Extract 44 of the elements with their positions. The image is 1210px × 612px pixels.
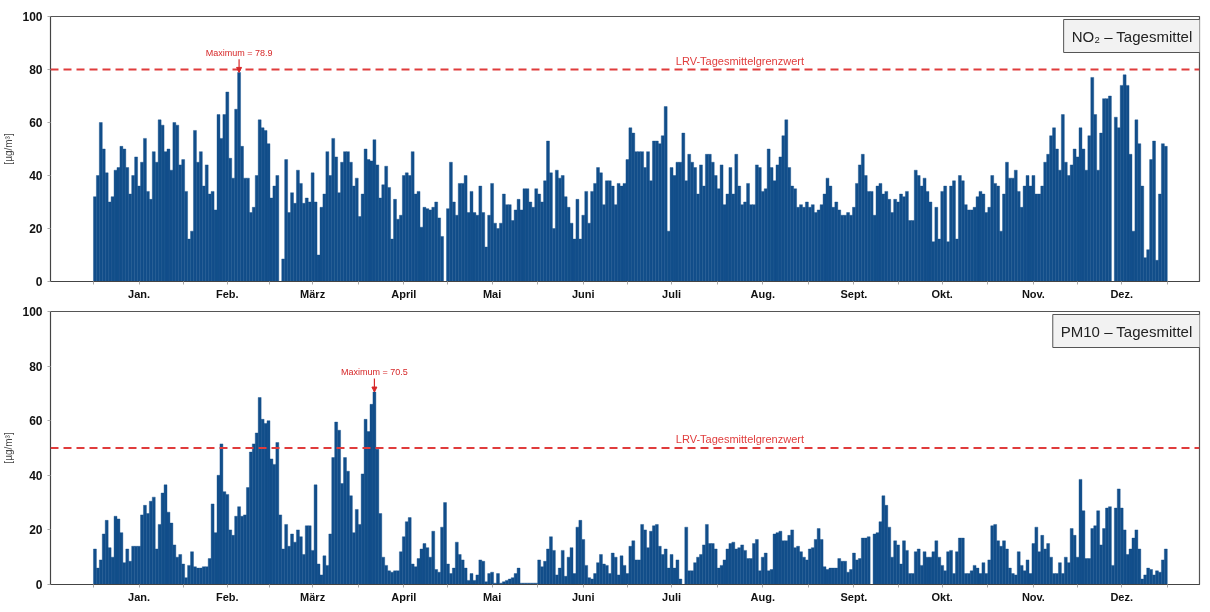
x-tick-label: Nov. [1021, 287, 1045, 300]
x-tick-label: Sept. [840, 287, 868, 300]
x-tick-label: Mai [482, 590, 502, 603]
x-tick-label: Juni [571, 590, 595, 603]
text: PM10 – Tagesmittel [1060, 322, 1193, 340]
x-tick-label: Feb. [216, 590, 239, 603]
x-tick-label: Jan. [128, 287, 151, 300]
x-tick-label: Jan. [128, 590, 151, 603]
annotation: Maximum = 78.9 [205, 48, 273, 59]
x-tick-label: Okt. [931, 287, 953, 300]
x-tick-label: April [391, 590, 417, 603]
x-tick-label: Dez. [1110, 590, 1133, 603]
x-tick-label: Nov. [1021, 590, 1045, 603]
x-tick-label: März [300, 287, 326, 300]
ref-line-label: LRV-Tagesmittelgrenzwert [675, 54, 804, 67]
x-tick-label: Sept. [840, 590, 868, 603]
y-tick-label: 60 [29, 116, 43, 130]
x-tick-label: Aug. [750, 287, 775, 300]
x-tick-label: Okt. [931, 590, 953, 603]
x-tick-label: Juli [662, 287, 682, 300]
x-tick-label: Feb. [216, 287, 239, 300]
x-tick-label: Juni [571, 287, 595, 300]
y-tick-label: 20 [29, 222, 43, 236]
y-tick-label: 40 [29, 468, 43, 483]
x-tick-label: März [300, 590, 326, 603]
y-tick-label: 100 [22, 10, 43, 24]
y-tick-label: 80 [29, 63, 43, 77]
y-tick-label: 40 [29, 169, 43, 183]
y-tick-label: 60 [29, 414, 43, 429]
y-tick-label: 80 [29, 359, 43, 374]
text: NO₂ – Tagesmittel [1071, 27, 1193, 45]
y-axis-title: [µg/m³] [3, 133, 15, 165]
y-tick-label: 100 [22, 305, 43, 319]
x-tick-label: Juli [662, 590, 682, 603]
y-axis-title: [µg/m³] [3, 432, 15, 464]
y-tick-label: 0 [35, 275, 43, 289]
annotation: Maximum = 70.5 [341, 367, 408, 378]
x-tick-label: Aug. [750, 590, 775, 603]
x-tick-label: Mai [482, 287, 502, 300]
y-tick-label: 20 [29, 523, 43, 538]
x-tick-label: April [391, 287, 417, 300]
x-tick-label: Dez. [1110, 287, 1133, 300]
ref-line-label: LRV-Tagesmittelgrenzwert [675, 433, 804, 445]
y-tick-label: 0 [35, 578, 43, 592]
